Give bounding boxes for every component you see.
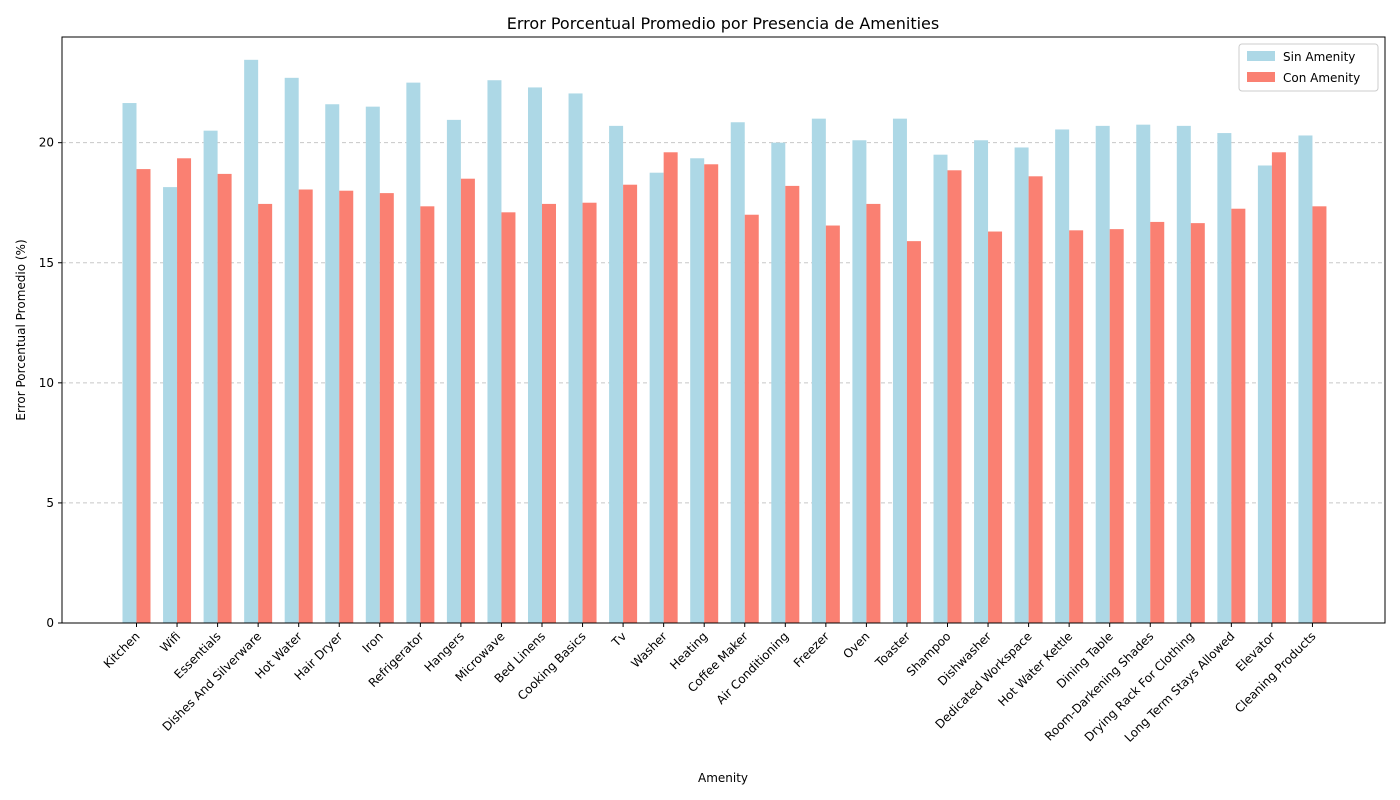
bar-sin-amenity-microwave bbox=[487, 80, 502, 624]
y-axis-ticks: 0 5 10 15 20 bbox=[39, 136, 62, 630]
bar-sin-amenity-cooking-basics bbox=[568, 93, 583, 623]
bar-con-amenity-elevator bbox=[1271, 152, 1286, 623]
bar-sin-amenity-washer bbox=[649, 172, 664, 623]
bar-con-amenity-long-term-stays-allowed bbox=[1231, 208, 1246, 623]
bar-sin-amenity-freezer bbox=[811, 118, 826, 624]
bar-con-amenity-kitchen bbox=[136, 169, 151, 624]
bar-con-amenity-shampoo bbox=[947, 170, 962, 623]
x-tick-label: Tv bbox=[608, 629, 629, 650]
bar-sin-amenity-bed-linens bbox=[528, 87, 542, 623]
bar-sin-amenity-air-conditioning bbox=[771, 142, 786, 624]
x-tick-label: Toaster bbox=[872, 629, 913, 670]
bar-sin-amenity-toaster bbox=[892, 118, 907, 624]
bar-sin-amenity-hot-water bbox=[284, 77, 299, 623]
bar-con-amenity-washer bbox=[663, 152, 678, 623]
bar-sin-amenity-dishes-and-silverware bbox=[244, 59, 259, 624]
bar-sin-amenity-heating bbox=[690, 158, 705, 624]
bar-sin-amenity-shampoo bbox=[933, 154, 948, 623]
x-tick-label: Air Conditioning bbox=[714, 629, 792, 707]
x-tick-label: Iron bbox=[360, 629, 386, 655]
chart-title: Error Porcentual Promedio por Presencia … bbox=[507, 14, 939, 33]
bar-sin-amenity-dishwasher bbox=[974, 140, 989, 623]
legend-swatch-con-amenity bbox=[1247, 72, 1275, 82]
legend-label-sin-amenity: Sin Amenity bbox=[1283, 50, 1355, 64]
bar-con-amenity-air-conditioning bbox=[785, 185, 800, 623]
grid-lines bbox=[62, 142, 1385, 504]
x-tick-label: Kitchen bbox=[101, 629, 143, 671]
bar-con-amenity-microwave bbox=[501, 212, 516, 623]
bar-con-amenity-wifi bbox=[177, 158, 192, 624]
bar-con-amenity-room-darkening-shades bbox=[1150, 221, 1165, 624]
bar-con-amenity-hot-water-kettle bbox=[1069, 230, 1084, 623]
bar-sin-amenity-room-darkening-shades bbox=[1136, 124, 1151, 623]
y-tick-label: 0 bbox=[46, 616, 54, 630]
bar-sin-amenity-long-term-stays-allowed bbox=[1217, 133, 1232, 624]
bar-con-amenity-dedicated-workspace bbox=[1028, 176, 1043, 623]
bar-con-amenity-hair-dryer bbox=[339, 190, 354, 623]
x-axis-title: Amenity bbox=[698, 771, 748, 785]
plot-frame bbox=[61, 36, 1386, 624]
bar-con-amenity-bed-linens bbox=[542, 203, 556, 623]
legend-label-con-amenity: Con Amenity bbox=[1283, 71, 1360, 85]
x-tick-label: Wifi bbox=[157, 629, 183, 655]
legend: Sin Amenity Con Amenity bbox=[1238, 43, 1379, 92]
x-tick-label: Cleaning Products bbox=[1232, 629, 1318, 715]
axes bbox=[61, 36, 1386, 624]
y-tick-label: 5 bbox=[46, 496, 54, 510]
y-axis-title: Error Porcentual Promedio (%) bbox=[14, 239, 28, 420]
bar-con-amenity-cleaning-products bbox=[1312, 206, 1327, 624]
bar-sin-amenity-tv bbox=[609, 125, 624, 623]
bar-con-amenity-tv bbox=[623, 184, 638, 624]
bar-sin-amenity-dedicated-workspace bbox=[1014, 147, 1029, 623]
legend-swatch-sin-amenity bbox=[1247, 51, 1275, 61]
bar-con-amenity-freezer bbox=[825, 225, 840, 623]
x-tick-label: Washer bbox=[628, 629, 670, 671]
bar-con-amenity-drying-rack-for-clothing bbox=[1190, 223, 1205, 623]
bar-con-amenity-heating bbox=[704, 164, 719, 624]
bar-con-amenity-refrigerator bbox=[420, 206, 435, 624]
bar-con-amenity-oven bbox=[866, 203, 881, 623]
bar-sin-amenity-coffee-maker bbox=[730, 122, 745, 624]
bar-sin-amenity-oven bbox=[852, 140, 867, 623]
y-tick-label: 15 bbox=[39, 256, 54, 270]
x-tick-label: Hot Water Kettle bbox=[995, 629, 1075, 709]
bar-con-amenity-dining-table bbox=[1109, 229, 1124, 623]
y-tick-label: 20 bbox=[39, 136, 54, 150]
bar-con-amenity-dishwasher bbox=[988, 231, 1003, 624]
bar-sin-amenity-refrigerator bbox=[406, 82, 421, 623]
bar-con-amenity-dishes-and-silverware bbox=[258, 203, 273, 623]
bar-sin-amenity-wifi bbox=[163, 187, 178, 623]
bar-con-amenity-iron bbox=[379, 193, 394, 623]
bar-sin-amenity-hair-dryer bbox=[325, 104, 340, 623]
bar-sin-amenity-elevator bbox=[1257, 165, 1272, 623]
bar-con-amenity-hangers bbox=[460, 178, 475, 623]
bar-sin-amenity-cleaning-products bbox=[1298, 135, 1313, 623]
bar-con-amenity-toaster bbox=[906, 241, 921, 623]
bar-con-amenity-cooking-basics bbox=[582, 202, 597, 623]
bar-sin-amenity-hangers bbox=[446, 119, 461, 623]
x-tick-label: Freezer bbox=[791, 629, 832, 670]
bar-sin-amenity-drying-rack-for-clothing bbox=[1176, 125, 1191, 623]
x-tick-label: Oven bbox=[840, 629, 872, 661]
bar-sin-amenity-hot-water-kettle bbox=[1055, 129, 1070, 623]
bar-sin-amenity-iron bbox=[365, 106, 380, 624]
bar-con-amenity-essentials bbox=[217, 173, 232, 624]
bar-con-amenity-hot-water bbox=[298, 189, 313, 624]
bar-sin-amenity-kitchen bbox=[122, 103, 137, 623]
bars bbox=[122, 59, 1327, 624]
bar-sin-amenity-dining-table bbox=[1095, 125, 1110, 623]
bar-sin-amenity-essentials bbox=[203, 130, 218, 623]
bar-con-amenity-coffee-maker bbox=[744, 214, 759, 623]
y-tick-label: 10 bbox=[39, 376, 54, 390]
